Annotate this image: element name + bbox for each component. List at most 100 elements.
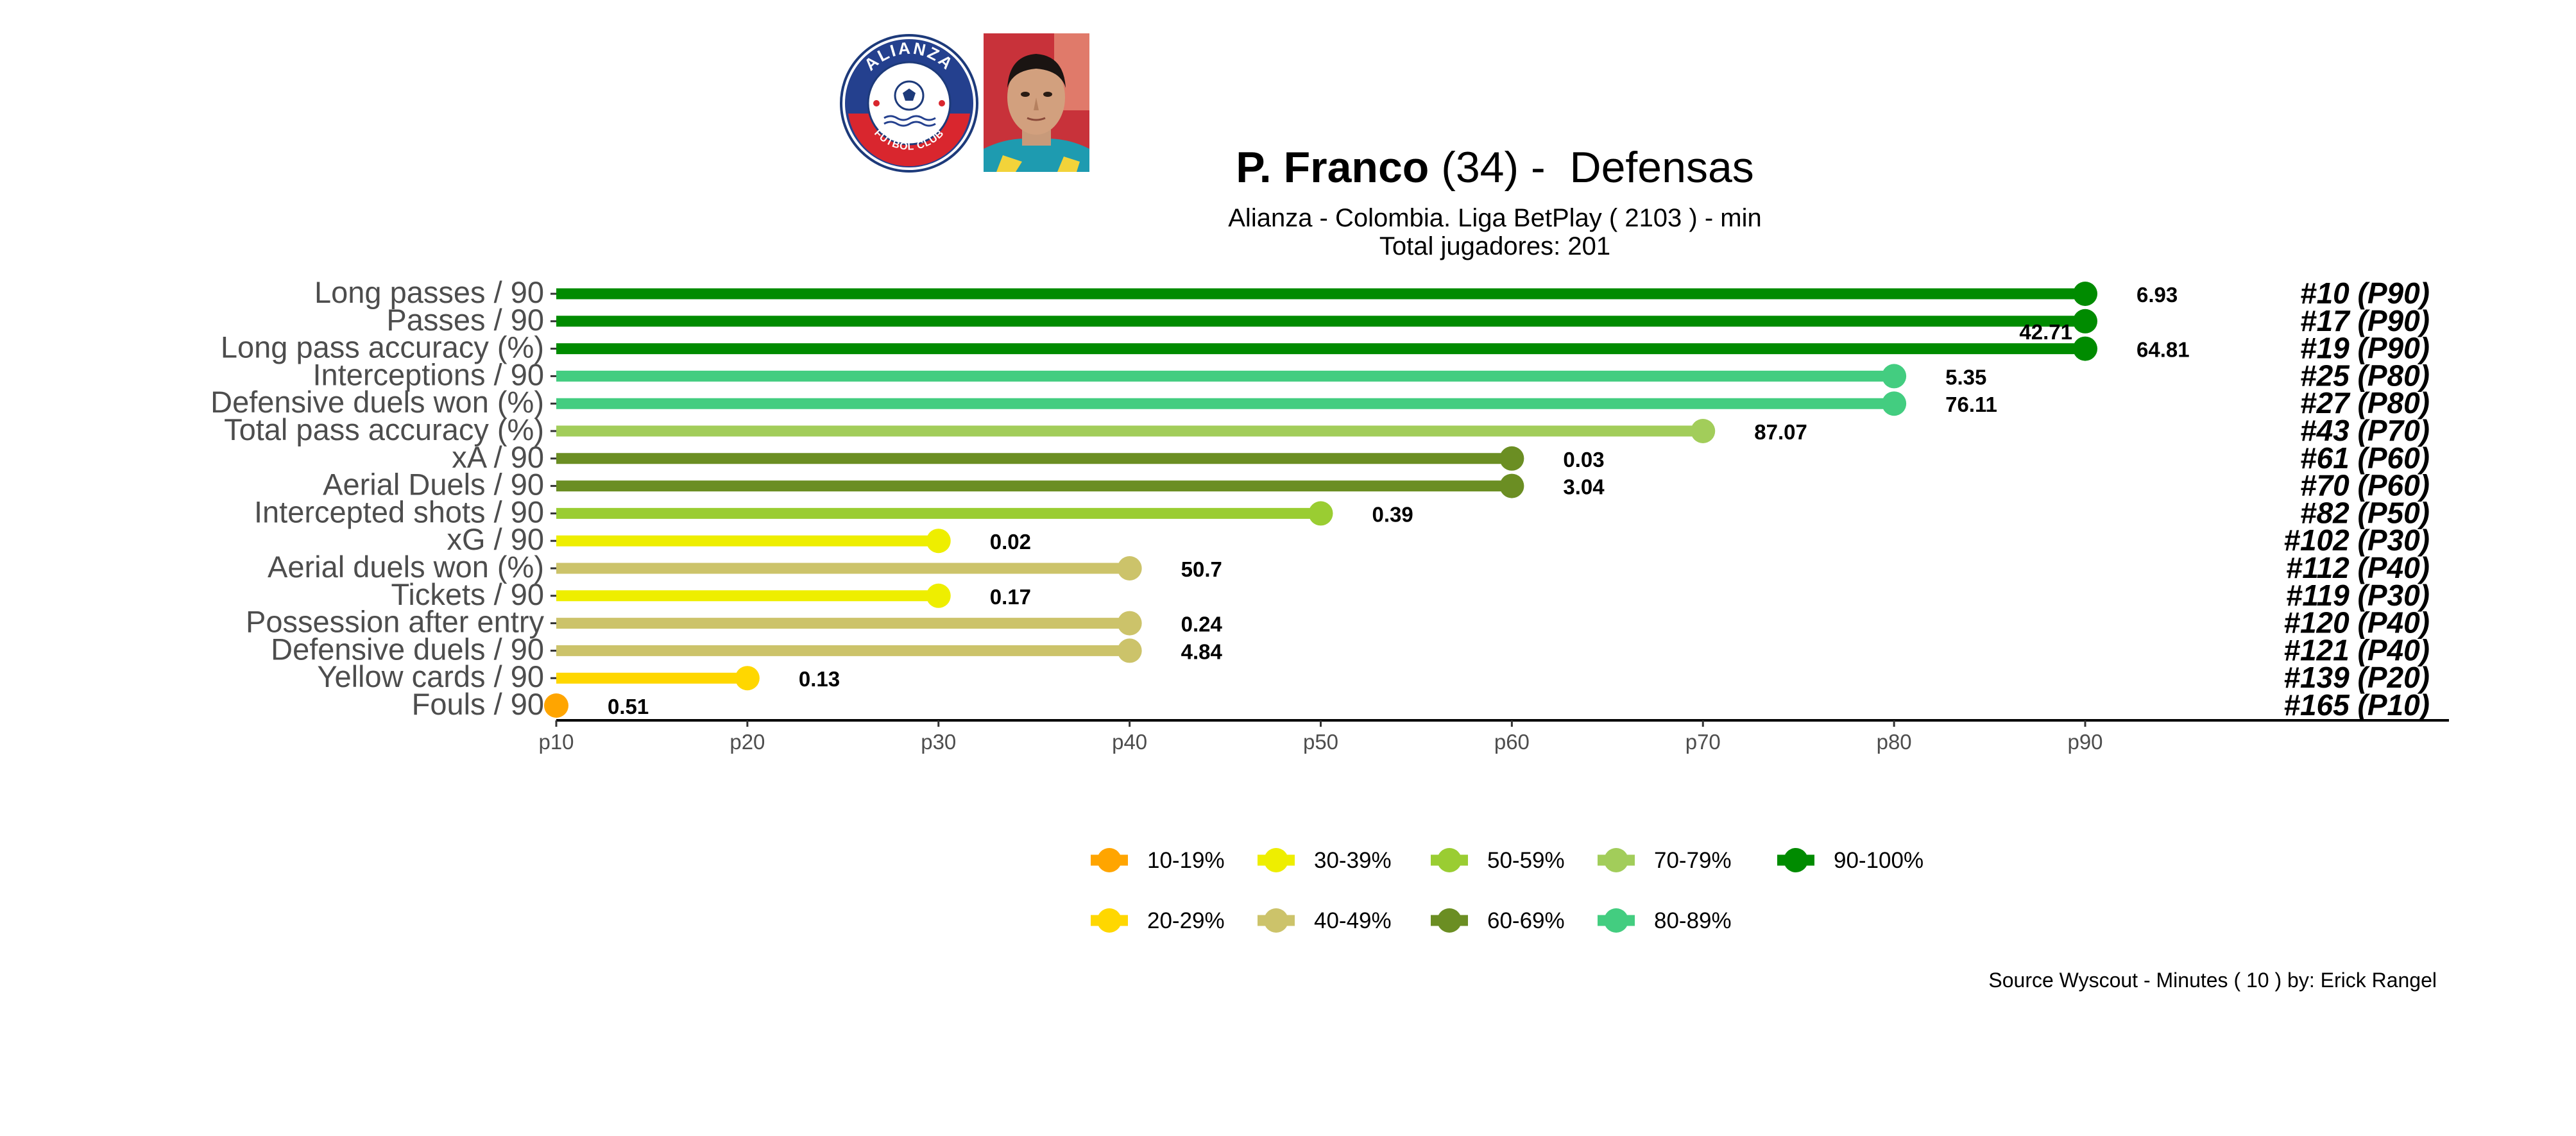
player-name: P. Franco	[1236, 143, 1429, 192]
rank-label: #43 (P70)	[2300, 414, 2430, 447]
legend-label: 60-69%	[1487, 908, 1565, 933]
metric-label: Defensive duels won (%)	[210, 385, 544, 419]
x-tick-label: p80	[1877, 730, 1912, 754]
lollipop-dot	[2073, 282, 2097, 306]
total-players: Total jugadores: 201	[1379, 232, 1611, 260]
club-crest-icon: ALIANZA FUTBOL CLUB	[840, 34, 978, 173]
x-tick-label: p20	[729, 730, 765, 754]
value-label: 42.71	[2019, 320, 2072, 344]
lollipop-dot	[926, 583, 951, 608]
legend-key-dot	[1784, 848, 1808, 872]
player-position: Defensas	[1569, 143, 1754, 192]
lollipop-dot	[1117, 556, 1142, 581]
lollipop-dot	[1117, 638, 1142, 663]
lollipop-dot	[1499, 473, 1524, 498]
x-tick-label: p90	[2067, 730, 2103, 754]
lollipop-dot	[926, 529, 951, 554]
x-tick-label: p40	[1112, 730, 1147, 754]
x-tick-label: p50	[1303, 730, 1338, 754]
legend-key-dot	[1437, 908, 1462, 933]
lollipop-dot	[1117, 611, 1142, 636]
lollipop-dot	[544, 693, 568, 718]
metric-label: Fouls / 90	[412, 687, 544, 721]
metric-label: Long pass accuracy (%)	[221, 330, 544, 364]
metric-label: Yellow cards / 90	[317, 659, 544, 693]
value-label: 87.07	[1754, 420, 1807, 444]
rank-label: #121 (P40)	[2283, 633, 2430, 666]
rank-label: #25 (P80)	[2300, 359, 2430, 392]
rank-label: #19 (P90)	[2300, 332, 2430, 365]
metric-label: Tickets / 90	[391, 577, 544, 611]
x-tick-label: p70	[1685, 730, 1721, 754]
value-label: 0.13	[799, 667, 840, 691]
rank-label: #61 (P60)	[2300, 441, 2430, 475]
metric-label: Aerial duels won (%)	[268, 550, 544, 584]
legend-key-dot	[1264, 848, 1288, 872]
x-tick-label: p60	[1494, 730, 1530, 754]
legend-key-dot	[1437, 848, 1462, 872]
metric-label: Defensive duels / 90	[271, 632, 544, 666]
legend-label: 10-19%	[1147, 848, 1225, 873]
metric-label: Possession after entry	[246, 605, 544, 639]
metric-label: xG / 90	[447, 522, 544, 556]
metric-label: Aerial Duels / 90	[323, 468, 544, 502]
rank-label: #70 (P60)	[2300, 469, 2430, 502]
rank-label: #139 (P20)	[2283, 661, 2430, 694]
metric-label: xA / 90	[452, 440, 544, 474]
metric-label: Interceptions / 90	[312, 357, 544, 391]
legend-key-dot	[1604, 908, 1628, 933]
legend-key-dot	[1097, 848, 1122, 872]
rank-label: #120 (P40)	[2283, 606, 2430, 640]
rank-label: #27 (P80)	[2300, 386, 2430, 420]
lollipop-dot	[2073, 336, 2097, 361]
lollipop-dot	[1691, 419, 1716, 443]
value-label: 50.7	[1181, 557, 1222, 581]
value-label: 4.84	[1181, 640, 1223, 663]
lollipop-dot	[1308, 501, 1333, 526]
metric-label: Total pass accuracy (%)	[224, 412, 544, 446]
legend-key-dot	[1097, 908, 1122, 933]
rank-label: #82 (P50)	[2300, 496, 2430, 529]
lollipop-dot	[1499, 446, 1524, 471]
value-label: 0.17	[990, 585, 1031, 609]
rank-label: #119 (P30)	[2286, 579, 2430, 612]
legend-label: 90-100%	[1834, 848, 1923, 873]
legend-key-dot	[1604, 848, 1628, 872]
rank-label: #10 (P90)	[2300, 276, 2430, 310]
value-label: 64.81	[2137, 338, 2190, 362]
legend-label: 70-79%	[1654, 848, 1732, 873]
legend-label: 80-89%	[1654, 908, 1732, 933]
title-separator: -	[1519, 143, 1570, 192]
chart-subtitle: Alianza - Colombia. Liga BetPlay ( 2103 …	[1228, 204, 1762, 232]
legend-label: 50-59%	[1487, 848, 1565, 873]
legend-label: 30-39%	[1314, 848, 1392, 873]
lollipop-dot	[735, 666, 760, 691]
chart-title: P. Franco (34) - Defensas	[1236, 142, 1754, 192]
metric-label: Passes / 90	[386, 303, 544, 337]
value-label: 0.39	[1372, 502, 1413, 526]
lollipop-dot	[1882, 391, 1907, 416]
rank-label: #17 (P90)	[2300, 304, 2430, 337]
x-tick-label: p10	[538, 730, 574, 754]
rank-label: #165 (P10)	[2283, 688, 2430, 722]
value-label: 5.35	[1945, 365, 1986, 389]
value-label: 76.11	[1945, 393, 1997, 416]
value-label: 0.03	[1563, 448, 1604, 471]
lollipop-dot	[1882, 364, 1907, 389]
value-label: 6.93	[2137, 283, 2178, 307]
metric-label: Long passes / 90	[314, 275, 544, 309]
legend-label: 40-49%	[1314, 908, 1392, 933]
legend-label: 20-29%	[1147, 908, 1225, 933]
metric-label: Intercepted shots / 90	[254, 495, 544, 529]
value-label: 0.24	[1181, 613, 1223, 636]
value-label: 0.02	[990, 530, 1031, 554]
player-portrait-icon	[984, 33, 1089, 172]
source-caption: Source Wyscout - Minutes ( 10 ) by: Eric…	[1988, 969, 2437, 992]
player-photo	[984, 33, 1089, 172]
rank-label: #112 (P40)	[2286, 551, 2430, 584]
value-label: 0.51	[608, 695, 649, 718]
club-logo: ALIANZA FUTBOL CLUB	[839, 33, 979, 173]
legend-key-dot	[1264, 908, 1288, 933]
lollipop-dot	[2073, 309, 2097, 334]
